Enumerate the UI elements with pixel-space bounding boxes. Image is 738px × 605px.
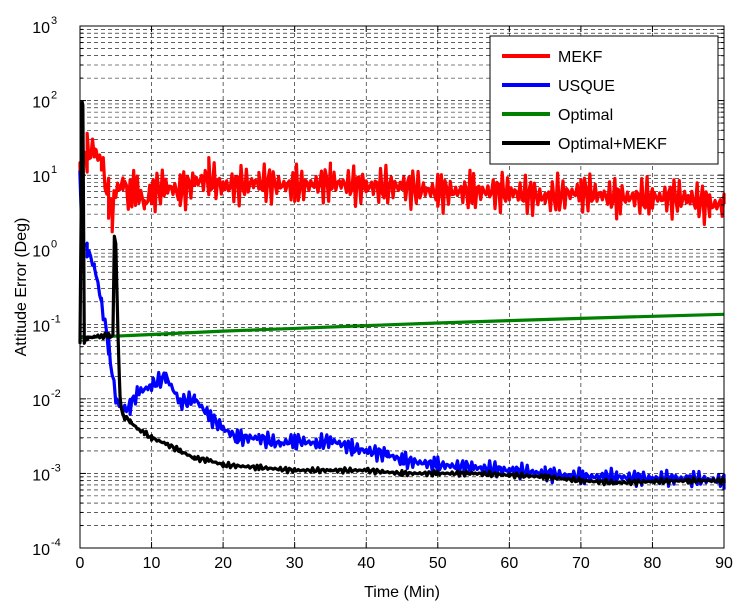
y-axis-label: Attitude Error (Deg)	[13, 218, 30, 357]
legend: MEKF USQUE Optimal Optimal+MEKF	[489, 35, 719, 165]
x-tick-label: 30	[286, 555, 304, 572]
axis-ticks	[79, 25, 725, 549]
x-tick-label: 40	[357, 555, 375, 572]
y-tick-label: 10	[32, 244, 50, 261]
y-tick-exponent: 0	[51, 239, 57, 251]
y-tick-exponent: 2	[51, 90, 57, 102]
y-tick-label: 10	[32, 318, 50, 335]
y-tick-exponent: -1	[51, 313, 61, 325]
y-tick-exponent: -2	[51, 388, 61, 400]
x-tick-label: 70	[572, 555, 590, 572]
y-tick-label: 10	[32, 393, 50, 410]
series-line-optimal-mekf	[78, 100, 726, 487]
y-tick-label: 10	[32, 95, 50, 112]
y-tick-label: 10	[32, 542, 50, 559]
legend-entry: Optimal+MEKF	[558, 136, 667, 153]
x-tick-label: 60	[500, 555, 518, 572]
legend-entry: Optimal	[558, 107, 613, 124]
x-tick-label: 20	[214, 555, 232, 572]
y-tick-label: 10	[32, 169, 50, 186]
x-tick-label: 50	[429, 555, 447, 572]
plot-frame	[79, 25, 725, 549]
y-tick-label: 10	[32, 20, 50, 37]
y-tick-exponent: -4	[51, 537, 61, 549]
y-tick-exponent: 1	[51, 164, 57, 176]
y-tick-label: 10	[32, 467, 50, 484]
series-line-usque	[78, 170, 726, 490]
x-tick-label: 10	[143, 555, 161, 572]
x-axis-label: Time (Min)	[364, 584, 440, 601]
series-line-optimal	[79, 312, 725, 340]
series-lines	[78, 100, 726, 490]
x-tick-label: 80	[644, 555, 662, 572]
y-tick-exponent: 3	[51, 15, 57, 27]
series-line-mekf	[78, 131, 726, 234]
legend-entry: MEKF	[558, 49, 603, 66]
legend-entry: USQUE	[558, 78, 615, 95]
x-tick-label: 0	[76, 555, 85, 572]
x-tick-label: 90	[715, 555, 733, 572]
y-tick-exponent: -3	[51, 462, 61, 474]
